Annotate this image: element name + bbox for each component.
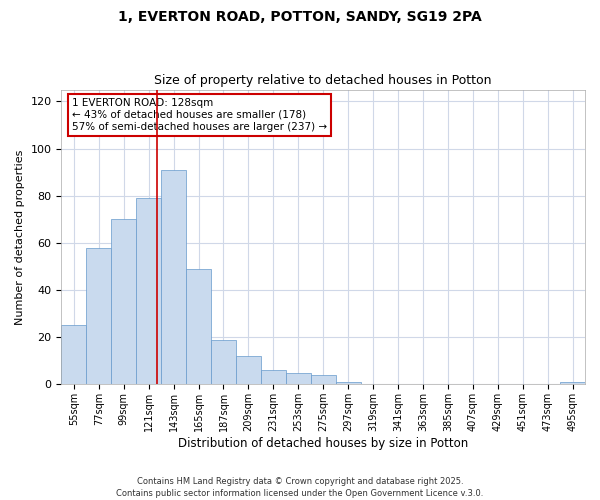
Bar <box>261 370 286 384</box>
Bar <box>560 382 585 384</box>
Bar <box>86 248 111 384</box>
Bar <box>111 219 136 384</box>
Bar <box>186 269 211 384</box>
Text: Contains HM Land Registry data © Crown copyright and database right 2025.
Contai: Contains HM Land Registry data © Crown c… <box>116 476 484 498</box>
Bar <box>136 198 161 384</box>
Bar <box>335 382 361 384</box>
X-axis label: Distribution of detached houses by size in Potton: Distribution of detached houses by size … <box>178 437 469 450</box>
Bar <box>236 356 261 384</box>
Bar <box>311 375 335 384</box>
Bar <box>211 340 236 384</box>
Title: Size of property relative to detached houses in Potton: Size of property relative to detached ho… <box>154 74 492 87</box>
Text: 1 EVERTON ROAD: 128sqm
← 43% of detached houses are smaller (178)
57% of semi-de: 1 EVERTON ROAD: 128sqm ← 43% of detached… <box>72 98 327 132</box>
Text: 1, EVERTON ROAD, POTTON, SANDY, SG19 2PA: 1, EVERTON ROAD, POTTON, SANDY, SG19 2PA <box>118 10 482 24</box>
Bar <box>61 326 86 384</box>
Bar <box>286 372 311 384</box>
Y-axis label: Number of detached properties: Number of detached properties <box>15 149 25 324</box>
Bar <box>161 170 186 384</box>
